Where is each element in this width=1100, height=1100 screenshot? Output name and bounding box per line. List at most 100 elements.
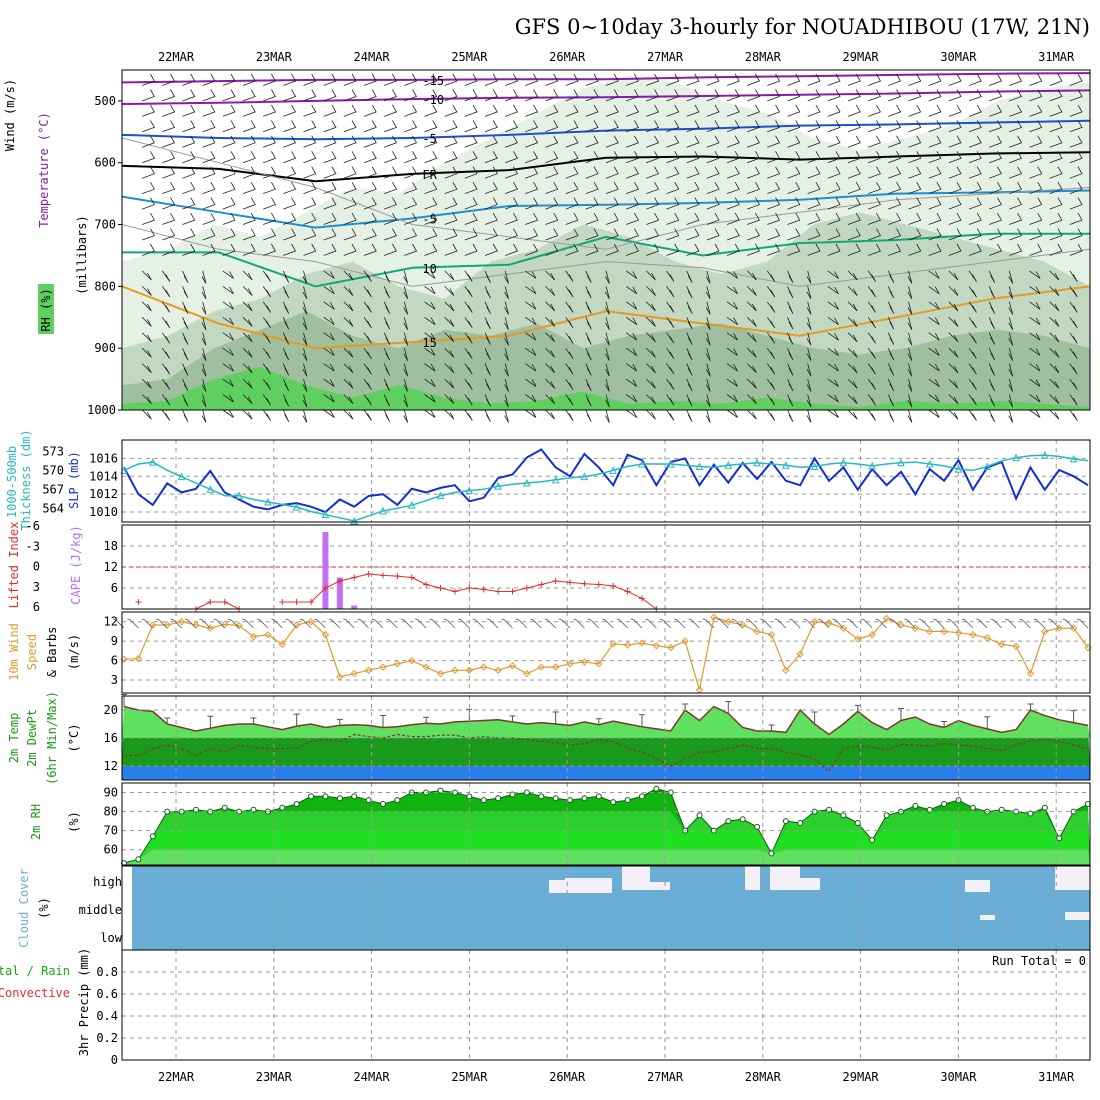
wind-barb (868, 243, 881, 256)
wind-barb (201, 286, 207, 300)
wind-barb (746, 317, 757, 327)
wind-barb (666, 197, 680, 210)
wind-barb (323, 378, 335, 387)
wind-barb (989, 166, 1002, 179)
thickness-point (782, 461, 790, 469)
wind-speed-point (177, 618, 186, 626)
wind-barb (646, 151, 660, 164)
wind-barb (403, 270, 409, 284)
wind-barb (888, 151, 902, 164)
wind-barb (363, 347, 372, 360)
wind-barb (303, 73, 317, 86)
wind-barb (827, 182, 841, 194)
wind-barb (605, 197, 619, 210)
thickness-point (1041, 451, 1049, 459)
rh-legend-box (38, 284, 54, 334)
upper-y-tick: 800 (94, 279, 116, 293)
wind-barb (222, 301, 234, 310)
temp-minmax-bar (1027, 703, 1034, 710)
wind-barb (464, 135, 478, 148)
wind-barb (827, 197, 841, 210)
wind-barb (263, 73, 276, 86)
wind-barb (323, 394, 335, 403)
rh2m-point (653, 785, 660, 792)
wind-barb (968, 378, 977, 390)
wind-barb (444, 409, 455, 420)
wind-barb (968, 104, 982, 117)
wind-barb (565, 243, 579, 256)
rh2m-point (581, 795, 588, 802)
cape-y-tick: 18 (104, 539, 118, 553)
wind-barb (525, 166, 539, 179)
ylabel-rh2m: 2m RH (29, 804, 43, 840)
wind-barb (605, 301, 610, 315)
wind-barb (242, 332, 253, 343)
wind-barb (887, 301, 895, 314)
wind-barb (1008, 332, 1014, 346)
wind-barb (887, 378, 895, 392)
wind-barb (504, 409, 509, 423)
wind-barb (504, 394, 509, 408)
wind-barb (888, 212, 902, 225)
wind-barb (907, 317, 913, 330)
wind-barb (1008, 286, 1014, 300)
wind-barb (585, 270, 592, 283)
wind-barb (888, 120, 902, 133)
li-y-tick: -6 (26, 519, 40, 533)
wind-barb (988, 286, 996, 299)
wind-barb (988, 394, 996, 407)
wind-barb (1009, 89, 1023, 102)
wind-barb-10m (170, 618, 182, 629)
rh2m-point (739, 816, 746, 823)
rh2m-point (293, 800, 300, 807)
wind-barb (545, 270, 556, 281)
rh2m-point (1056, 835, 1063, 842)
rh2m-y-tick: 90 (104, 786, 118, 800)
wind-barb (646, 301, 656, 312)
wind-barb (847, 317, 858, 327)
thickness-point (925, 459, 934, 468)
wind-barb (847, 409, 858, 420)
wind-barb (968, 73, 982, 86)
wind-speed-point (983, 634, 991, 642)
wind-barb (484, 409, 491, 422)
wind-barb (162, 73, 176, 86)
wind-barb (142, 120, 155, 133)
wind-speed-point (810, 618, 819, 626)
wind-barb (424, 151, 438, 164)
wind-speed-point (825, 619, 833, 627)
rh2m-point (221, 804, 228, 811)
li-y-tick: 6 (33, 600, 40, 614)
wind-barb (1069, 363, 1078, 375)
wind-barb (363, 409, 372, 421)
wind-barb (847, 286, 858, 296)
wind-barb (928, 135, 942, 148)
wind-barb (847, 228, 861, 241)
wind-barb (383, 317, 391, 330)
wind-barb (323, 89, 337, 102)
wind-barb (444, 317, 455, 327)
wind-speed-point (782, 666, 790, 675)
wind-barb (464, 347, 473, 360)
wind-barb (908, 104, 922, 117)
wind-barb (747, 151, 760, 164)
wind-barb (424, 378, 436, 387)
rh2m-point (969, 804, 976, 811)
wind-barb (383, 363, 391, 376)
wind-barb (686, 104, 700, 117)
wind-barb (323, 286, 335, 295)
wind-barb (1049, 212, 1063, 225)
wind-barb (424, 286, 436, 295)
wind-barb-10m (717, 618, 729, 629)
wind-barb (1008, 363, 1014, 377)
wind-barb (1029, 270, 1041, 279)
wind-barb (686, 363, 693, 376)
wind-barb (605, 135, 619, 148)
wind-barb (747, 89, 760, 102)
wind-barb (484, 317, 491, 330)
wind-barb (525, 316, 537, 326)
wind-barb (847, 104, 861, 117)
wind-barb (766, 409, 776, 421)
wind-barb (948, 243, 962, 256)
wind-barb (747, 135, 760, 148)
